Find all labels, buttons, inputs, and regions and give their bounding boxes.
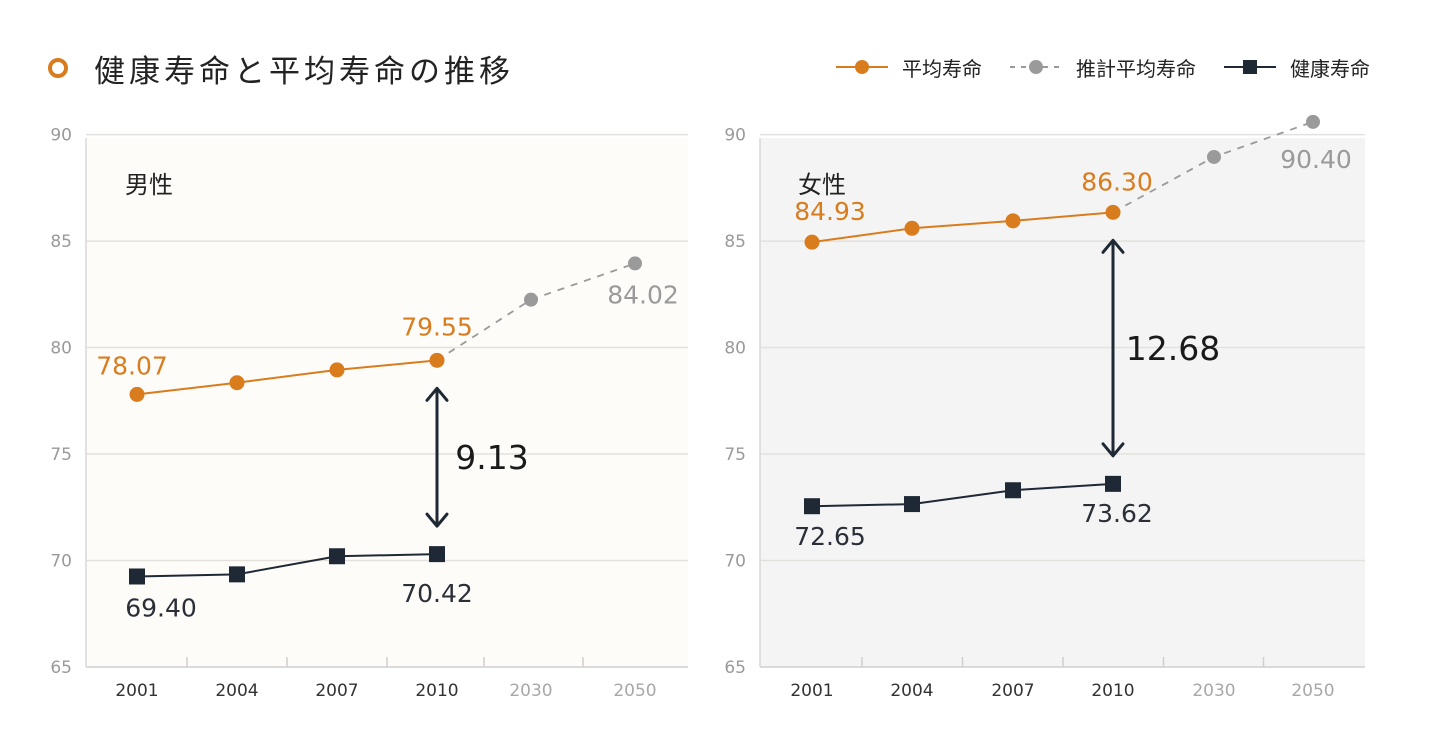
p1-gap-arrow-head-down bbox=[1101, 442, 1125, 458]
p1-x-tick-2050: 2050 bbox=[1291, 681, 1334, 701]
p1-est-point-2030 bbox=[1207, 149, 1221, 164]
p0-x-tick-2001: 2001 bbox=[115, 681, 158, 701]
p0-avg-point-2010 bbox=[429, 352, 445, 368]
p1-est-point-2050 bbox=[1306, 114, 1320, 129]
p0-x-tick-2030: 2030 bbox=[509, 681, 552, 701]
p0-healthy-point-2001 bbox=[129, 568, 145, 585]
p0-est-point-2050 bbox=[628, 256, 642, 271]
legend-avg-line-icon bbox=[836, 60, 888, 74]
p0-series-avg-line bbox=[136, 359, 438, 396]
p1-avg-point-2001 bbox=[804, 234, 820, 250]
p0-est-point-2030 bbox=[524, 292, 538, 307]
p0-series-healthy-line bbox=[136, 553, 438, 578]
p1-x-tick-2001: 2001 bbox=[790, 681, 833, 701]
p0-healthy-label-2001: 69.40 bbox=[125, 593, 197, 622]
p0-healthy-point-2004 bbox=[229, 566, 245, 583]
p0-x-tick-2050: 2050 bbox=[613, 681, 656, 701]
p1-healthy-point-2010 bbox=[1105, 475, 1121, 492]
p0-avg-point-2001 bbox=[129, 386, 145, 402]
p1-y-tick-85: 85 bbox=[724, 232, 746, 252]
p0-avg-label-2001: 78.07 bbox=[96, 351, 168, 380]
p1-x-tick-2030: 2030 bbox=[1192, 681, 1235, 701]
legend-item-healthy: 健康寿命 bbox=[1224, 53, 1370, 82]
p0-panel-title: 男性 bbox=[125, 171, 173, 199]
chart-header: 健康寿命と平均寿命の推移 bbox=[48, 44, 514, 92]
p1-avg-point-2004 bbox=[904, 220, 920, 236]
p0-y-tick-70: 70 bbox=[50, 552, 72, 572]
p1-x-tick-2004: 2004 bbox=[890, 681, 933, 701]
p0-avg-point-2007 bbox=[329, 362, 345, 378]
p0-est-label-2050: 84.02 bbox=[607, 280, 679, 309]
p1-healthy-point-2007 bbox=[1005, 482, 1021, 499]
p1-y-tick-75: 75 bbox=[724, 445, 746, 465]
page-title: 健康寿命と平均寿命の推移 bbox=[94, 53, 514, 90]
p0-x-tick-2004: 2004 bbox=[215, 681, 258, 701]
p0-x-tick-2010: 2010 bbox=[415, 681, 458, 701]
p1-panel-title: 女性 bbox=[798, 171, 846, 199]
p1-avg-point-2007 bbox=[1005, 213, 1021, 229]
p1-gap-label: 12.68 bbox=[1126, 329, 1220, 368]
legend-item-avg: 平均寿命 bbox=[836, 53, 982, 82]
p0-healthy-point-2007 bbox=[329, 548, 345, 565]
legend: 平均寿命 推計平均寿命 健康寿命 bbox=[808, 50, 1370, 84]
legend-label-healthy: 健康寿命 bbox=[1290, 56, 1370, 81]
p0-y-tick-65: 65 bbox=[50, 658, 72, 678]
p0-plot-background bbox=[86, 138, 688, 667]
p1-x-tick-2007: 2007 bbox=[991, 681, 1034, 701]
p1-avg-point-2010 bbox=[1105, 204, 1121, 220]
p1-y-tick-90: 90 bbox=[724, 126, 746, 146]
p1-healthy-point-2001 bbox=[804, 498, 820, 515]
p0-y-tick-75: 75 bbox=[50, 445, 72, 465]
p1-y-tick-70: 70 bbox=[724, 552, 746, 572]
p1-plot-background bbox=[760, 138, 1365, 667]
p0-avg-point-2004 bbox=[229, 375, 245, 391]
p1-series-avg-line bbox=[811, 211, 1114, 244]
p1-avg-label-2001: 84.93 bbox=[794, 197, 866, 226]
p1-gap-arrow-head-up bbox=[1101, 238, 1125, 254]
p1-est-label-2050: 90.40 bbox=[1280, 145, 1352, 174]
p0-y-tick-85: 85 bbox=[50, 232, 72, 252]
p0-gap-arrow-head-down bbox=[425, 512, 449, 528]
p1-y-tick-65: 65 bbox=[724, 658, 746, 678]
p1-healthy-point-2004 bbox=[904, 496, 920, 513]
p0-healthy-label-2010: 70.42 bbox=[401, 579, 473, 608]
p1-healthy-label-2001: 72.65 bbox=[794, 522, 866, 551]
p1-y-tick-80: 80 bbox=[724, 339, 746, 359]
p0-gap-label: 9.13 bbox=[455, 438, 528, 477]
p1-x-tick-2010: 2010 bbox=[1091, 681, 1134, 701]
legend-label-avg: 平均寿命 bbox=[902, 56, 982, 81]
legend-healthy-line-icon bbox=[1224, 60, 1276, 74]
title-ring-icon bbox=[48, 58, 68, 78]
p0-series-est-line bbox=[436, 262, 636, 362]
p0-gap-arrow-head-up bbox=[425, 386, 449, 402]
p1-series-healthy-line bbox=[811, 482, 1114, 508]
p0-y-tick-80: 80 bbox=[50, 339, 72, 359]
p0-healthy-point-2010 bbox=[429, 546, 445, 563]
p1-avg-label-2010: 86.30 bbox=[1081, 167, 1153, 196]
p0-avg-label-2010: 79.55 bbox=[401, 312, 473, 341]
legend-item-est: 推計平均寿命 bbox=[1010, 53, 1196, 82]
p0-y-tick-90: 90 bbox=[50, 126, 72, 146]
legend-est-line-icon bbox=[1010, 60, 1062, 74]
legend-label-est: 推計平均寿命 bbox=[1076, 56, 1196, 81]
p1-healthy-label-2010: 73.62 bbox=[1081, 499, 1153, 528]
p0-x-tick-2007: 2007 bbox=[315, 681, 358, 701]
